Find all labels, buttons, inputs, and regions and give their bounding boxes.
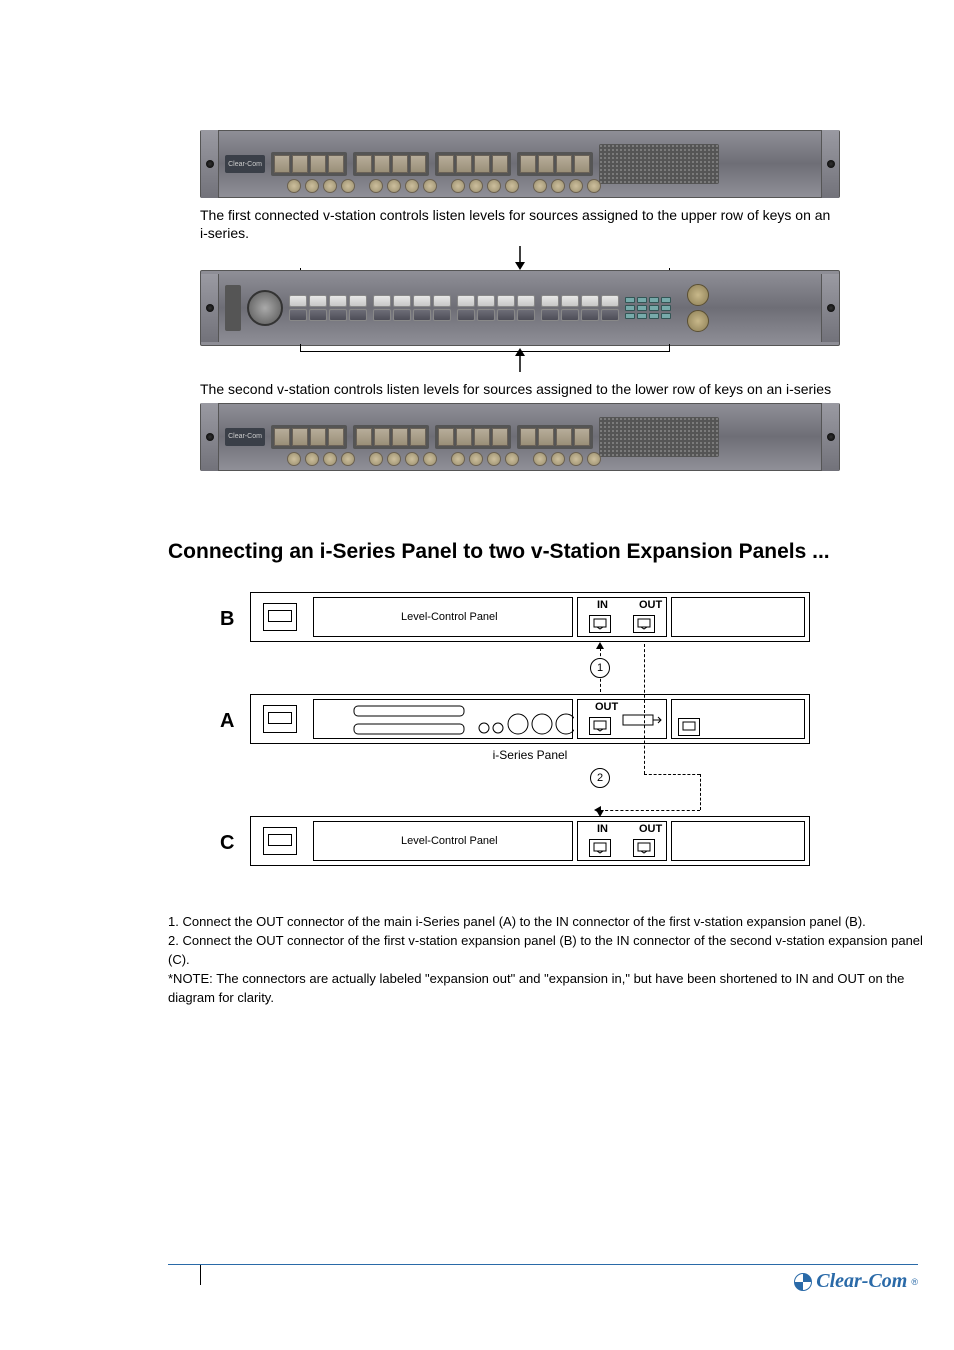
connection-line xyxy=(700,774,701,810)
rack-ear xyxy=(821,403,839,471)
footer-tick xyxy=(200,1265,201,1285)
arrowhead-icon xyxy=(596,810,604,817)
panel-caption: Level-Control Panel xyxy=(401,611,498,623)
annotation-1: The first connected v-station controls l… xyxy=(200,206,840,242)
rack-ear xyxy=(201,130,219,198)
connector-icon xyxy=(633,615,655,633)
figure-vstation-connection: Clear-Com The first connected v-station … xyxy=(200,130,840,473)
brand-badge: Clear-Com xyxy=(225,155,265,173)
note-block: *NOTE: The connectors are actually label… xyxy=(168,970,928,1008)
step-1: 1. Connect the OUT connector of the main… xyxy=(168,913,928,932)
arrowhead-icon xyxy=(596,642,604,649)
panel-caption: i-Series Panel xyxy=(250,748,810,762)
footer-rule xyxy=(168,1264,918,1265)
connector-icon xyxy=(589,615,611,633)
speaker-grille xyxy=(599,417,719,457)
out-label: OUT xyxy=(639,823,662,835)
annotation-2: The second v-station controls listen lev… xyxy=(200,380,840,398)
diagram-panel-a: OUT xyxy=(250,694,810,744)
note-body: The connectors are actually labeled "exp… xyxy=(168,971,904,1005)
diagram-panel-c: Level-Control Panel IN OUT xyxy=(250,816,810,866)
iseries-panel xyxy=(200,270,840,346)
step-2: 2. Connect the OUT connector of the firs… xyxy=(168,932,928,970)
step-marker-2: 2 xyxy=(590,768,610,788)
status-leds xyxy=(625,297,681,319)
rack-ear xyxy=(821,130,839,198)
panel-label-a: A xyxy=(220,710,234,733)
vstation-panel-2: Clear-Com xyxy=(200,403,840,471)
rotary-knob xyxy=(687,284,709,306)
panel-label-c: C xyxy=(220,832,234,855)
in-label: IN xyxy=(597,823,608,835)
rack-ear xyxy=(201,403,219,471)
arrow-down-icon xyxy=(511,246,529,270)
connection-diagram: B Level-Control Panel IN OUT A xyxy=(220,592,840,892)
arrow-up-icon xyxy=(511,348,529,372)
brand-logo: Clear-Com ® xyxy=(794,1270,918,1293)
vstation-panel-1: Clear-Com xyxy=(200,130,840,198)
panel-caption: Level-Control Panel xyxy=(401,835,498,847)
rack-ear xyxy=(821,274,839,342)
connector-icon xyxy=(589,839,611,857)
speaker-grille xyxy=(599,144,719,184)
volume-knob xyxy=(247,290,283,326)
in-label: IN xyxy=(597,599,608,611)
rack-ear xyxy=(201,274,219,342)
logo-mark-icon xyxy=(794,1273,812,1291)
logo-text: Clear-Com xyxy=(816,1270,907,1293)
diagram-panel-b: Level-Control Panel IN OUT xyxy=(250,592,810,642)
note-prefix: *NOTE: xyxy=(168,971,213,986)
connector-icon xyxy=(633,839,655,857)
rotary-knob xyxy=(687,310,709,332)
connection-line xyxy=(600,810,700,811)
panel-label-b: B xyxy=(220,608,234,631)
connection-line xyxy=(644,774,700,775)
step-marker-1: 1 xyxy=(590,658,610,678)
connector-icon xyxy=(589,717,611,735)
brand-badge: Clear-Com xyxy=(225,428,265,446)
out-label: OUT xyxy=(595,701,618,713)
section-heading: Connecting an i-Series Panel to two v-St… xyxy=(168,540,830,564)
out-label: OUT xyxy=(639,599,662,611)
connection-line xyxy=(644,644,645,774)
instruction-steps: 1. Connect the OUT connector of the main… xyxy=(168,913,928,970)
registered-mark: ® xyxy=(911,1277,918,1287)
